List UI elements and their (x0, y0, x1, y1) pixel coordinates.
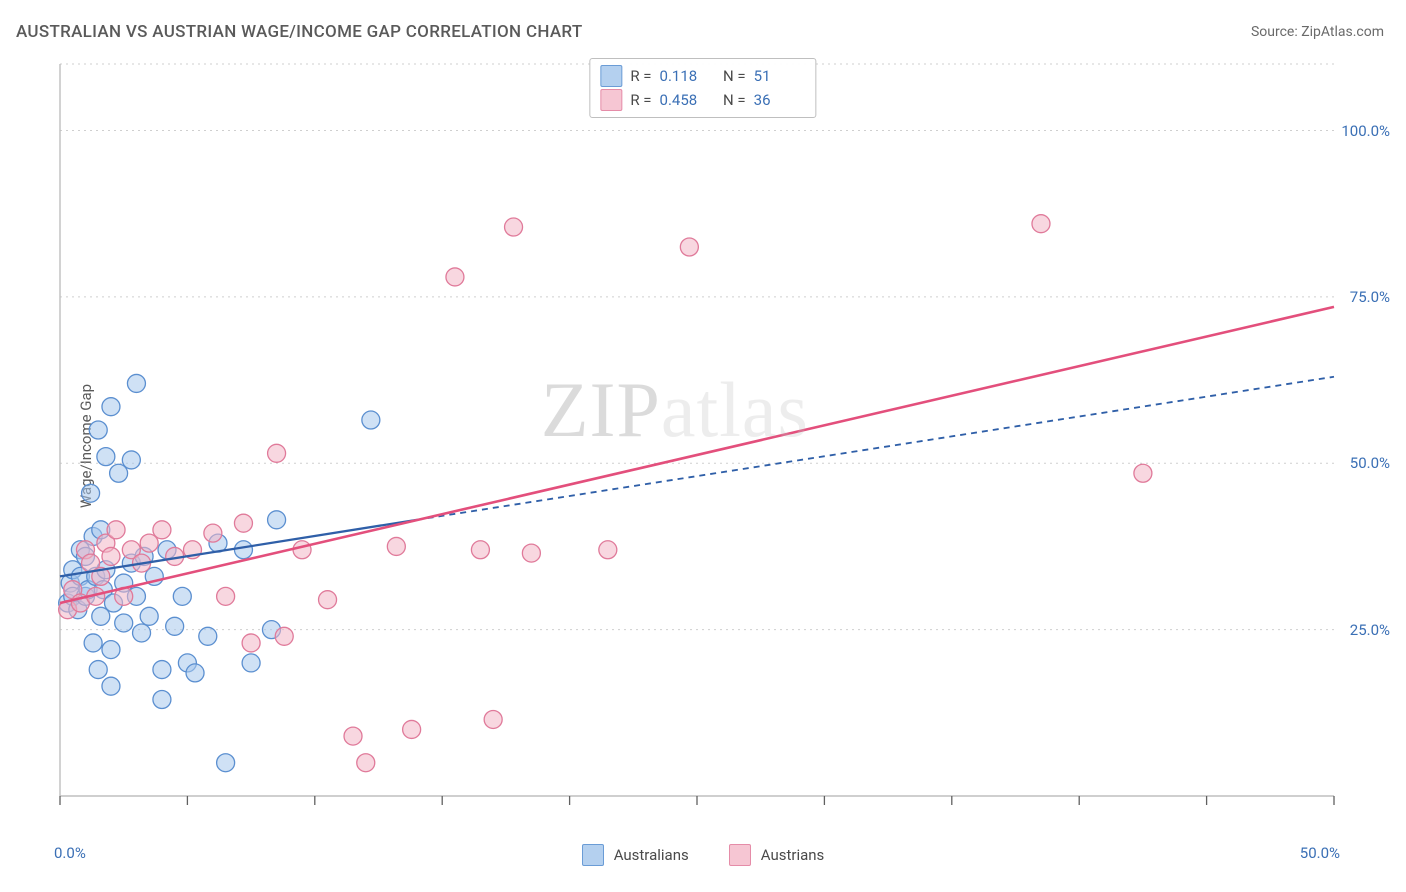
y-tick-label: 50.0% (1350, 454, 1390, 472)
legend-swatch (600, 89, 622, 111)
legend-row: R = 0.118 N = 51 (600, 64, 801, 88)
legend-label: Austrians (761, 846, 825, 864)
scatter-plot (54, 58, 1340, 818)
legend-swatch (582, 844, 604, 866)
chart-container: AUSTRALIAN VS AUSTRIAN WAGE/INCOME GAP C… (0, 0, 1406, 892)
legend-label: Australians (614, 846, 689, 864)
source-attribution: Source: ZipAtlas.com (1251, 24, 1384, 40)
legend-row: R = 0.458 N = 36 (600, 88, 801, 112)
correlation-legend: R = 0.118 N = 51R = 0.458 N = 36 (589, 58, 816, 118)
chart-title: AUSTRALIAN VS AUSTRIAN WAGE/INCOME GAP C… (16, 22, 583, 42)
legend-item: Austrians (729, 844, 825, 866)
y-tick-label: 75.0% (1350, 288, 1390, 306)
y-tick-label: 100.0% (1341, 122, 1390, 140)
legend-swatch (729, 844, 751, 866)
y-tick-label: 25.0% (1350, 621, 1390, 639)
legend-item: Australians (582, 844, 689, 866)
series-legend: Australians Austrians (0, 844, 1406, 866)
legend-swatch (600, 65, 622, 87)
